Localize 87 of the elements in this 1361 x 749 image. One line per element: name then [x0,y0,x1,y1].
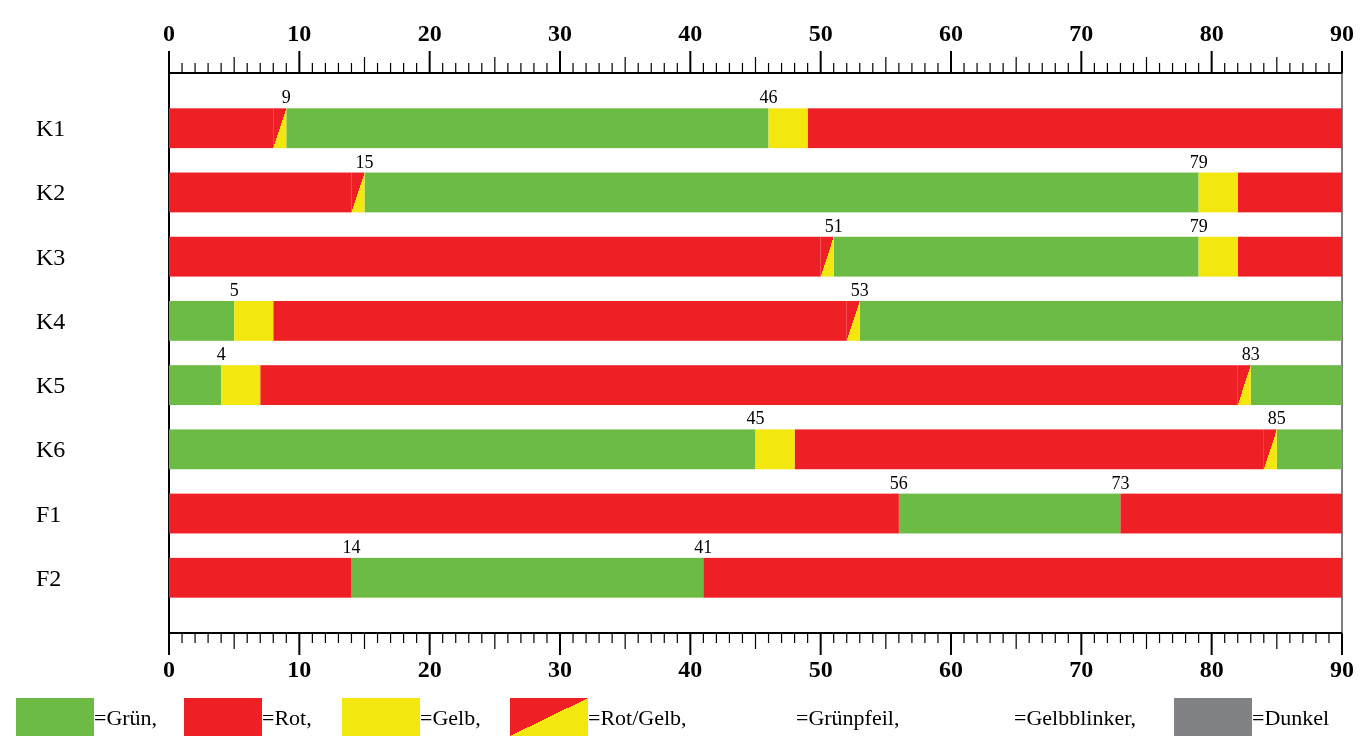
bar [169,557,352,598]
annotation: 85 [1267,408,1286,429]
legend-label: =Grün, [94,705,158,730]
legend-label: =Gelb, [420,705,481,730]
x-tick-label: 70 [1069,656,1094,682]
text: =Grünpfeil, [796,705,900,730]
annotation: 41 [694,536,713,557]
bar [169,429,756,470]
x2-tick-label: 30 [548,20,572,46]
bar [1198,172,1238,213]
y-tick-label: F1 [36,500,62,527]
bar [768,108,808,149]
bar [846,300,860,341]
x2-tick-label: 60 [939,20,963,46]
annotation: 79 [1189,215,1208,236]
bar [260,365,1238,406]
bar [364,172,1199,213]
bar [169,365,222,406]
legend-label: =Dunkel [1252,705,1330,730]
bar [351,172,365,213]
x2-tick-label: 80 [1199,20,1224,46]
bar [898,493,1121,534]
bar [1237,172,1342,213]
x2-tick-label: 90 [1330,20,1354,46]
bar [1237,236,1342,277]
y-tick-label: F2 [36,564,62,591]
annotation: 9 [281,87,291,108]
x2-tick-label: 70 [1069,20,1094,46]
bar [807,108,1342,149]
bar [234,300,274,341]
bar [169,236,821,277]
x-tick-label: 50 [808,656,833,682]
bar [755,429,795,470]
annotation: 5 [229,279,239,300]
bar [169,108,274,149]
annotation: 46 [759,87,778,108]
x2-tick-label: 0 [163,20,175,46]
x-tick-label: 40 [678,656,703,682]
annotation: 73 [1111,472,1130,493]
x-tick-label: 0 [163,656,175,682]
bar [703,557,1342,598]
legend-label: =Rot/Gelb, [588,705,687,730]
annotation: 56 [889,472,908,493]
bar [1237,365,1251,406]
annotation: 15 [355,151,374,172]
x2-tick-label: 20 [417,20,442,46]
annotation: 14 [342,536,361,557]
bar [1250,365,1342,406]
annotation: 53 [850,279,869,300]
x-tick-label: 20 [417,656,442,682]
bar [273,108,287,149]
y-tick-label: K1 [36,115,66,142]
text: =Gelbblinker, [1014,705,1137,730]
bar [1263,429,1277,470]
x2-tick-label: 10 [287,20,312,46]
bar [169,300,235,341]
y-tick-label: K4 [36,307,66,334]
x-tick-label: 30 [548,656,572,682]
bar [221,365,261,406]
x2-tick-label: 40 [678,20,703,46]
legend-label: =Rot, [262,705,312,730]
y-tick-label: K6 [36,436,66,463]
annotation: 79 [1189,151,1208,172]
bar [351,557,704,598]
x-tick-label: 90 [1330,656,1354,682]
bar [794,429,1264,470]
annotation: 4 [216,344,226,365]
annotation: 51 [824,215,843,236]
bar [1120,493,1342,534]
y-tick-label: K5 [36,372,66,399]
bar [169,493,899,534]
y-tick-label: K3 [36,243,66,270]
bar [273,300,847,341]
bar [1276,429,1342,470]
bar [833,236,1199,277]
bar [169,172,352,213]
x-tick-label: 80 [1199,656,1224,682]
x-tick-label: 10 [287,656,312,682]
bar [859,300,1342,341]
y-tick-label: K2 [36,179,66,206]
annotation: 83 [1241,344,1260,365]
bar [1198,236,1238,277]
x2-tick-label: 50 [808,20,833,46]
x-tick-label: 60 [939,656,963,682]
bar [286,108,769,149]
annotation: 45 [746,408,765,429]
bar [820,236,834,277]
